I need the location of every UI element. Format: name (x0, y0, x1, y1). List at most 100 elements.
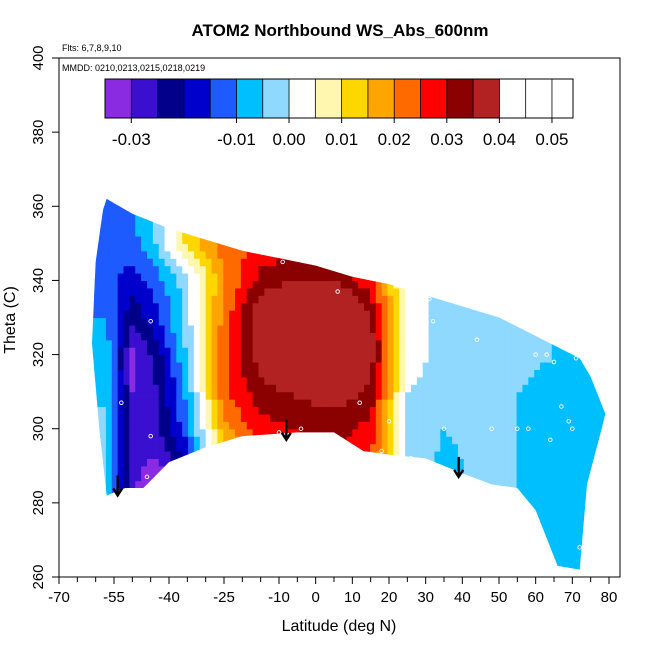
field-cell (246, 280, 254, 289)
field-cell (528, 570, 534, 578)
field-cell (158, 480, 166, 489)
field-cell (229, 539, 236, 548)
field-cell (281, 443, 289, 452)
field-cell (299, 421, 306, 430)
field-cell (247, 570, 253, 578)
field-cell (563, 510, 570, 519)
field-cell (475, 280, 482, 289)
field-cell (100, 547, 107, 556)
field-cell (334, 198, 342, 207)
field-cell (528, 495, 535, 504)
field-cell (557, 273, 565, 282)
field-cell (135, 317, 142, 326)
field-cell (346, 243, 353, 252)
field-cell (369, 458, 377, 467)
field-cell (428, 302, 436, 311)
field-cell (469, 243, 477, 252)
field-cell (381, 287, 389, 296)
field-cell (276, 206, 283, 215)
field-cell (493, 258, 500, 267)
field-cell (481, 510, 488, 519)
field-cell (164, 287, 172, 296)
field-cell (135, 273, 142, 282)
field-cell (399, 376, 406, 385)
field-cell (610, 355, 616, 363)
field-cell (152, 310, 160, 319)
field-cell (123, 413, 130, 422)
field-cell (393, 413, 400, 422)
field-cell (581, 347, 588, 356)
field-cell (493, 184, 499, 192)
field-cell (92, 458, 95, 467)
field-cell (252, 369, 260, 378)
field-cell (563, 347, 570, 356)
field-cell (129, 324, 136, 333)
field-cell (393, 235, 400, 244)
field-cell (94, 562, 101, 570)
field-cell (129, 510, 136, 519)
field-cell (229, 547, 236, 556)
field-cell (428, 221, 436, 230)
field-cell (475, 532, 482, 541)
field-cell (375, 376, 383, 385)
field-cell (610, 347, 616, 355)
field-cell (223, 317, 230, 326)
field-cell (240, 295, 248, 304)
field-cell (123, 235, 130, 244)
field-cell (434, 391, 441, 400)
field-cell (411, 570, 417, 578)
field-cell (111, 250, 119, 259)
field-cell (598, 376, 606, 385)
field-cell (540, 206, 547, 215)
field-cell (522, 502, 529, 511)
field-cell (270, 547, 277, 556)
field-cell (117, 206, 125, 215)
field-cell (105, 354, 113, 363)
field-cell (323, 384, 330, 393)
field-cell (428, 436, 436, 445)
field-cell (328, 206, 336, 215)
field-cell (141, 265, 148, 274)
field-cell (252, 436, 260, 445)
field-cell (176, 198, 183, 200)
field-cell (428, 399, 436, 408)
field-cell (305, 458, 312, 467)
field-cell (569, 376, 576, 385)
field-cell (510, 324, 518, 333)
field-cell (299, 206, 306, 215)
field-cell (135, 554, 142, 563)
field-cell (581, 458, 588, 467)
field-cell (516, 465, 524, 474)
field-cell (352, 428, 359, 437)
field-cell (587, 488, 594, 497)
field-cell (587, 554, 594, 563)
field-cell (258, 213, 265, 222)
field-cell (428, 413, 436, 422)
field-cell (152, 562, 160, 570)
field-cell (152, 376, 160, 385)
field-cell (587, 570, 593, 578)
field-cell (387, 280, 394, 289)
field-cell (487, 310, 494, 319)
field-cell (587, 265, 594, 274)
field-cell (246, 310, 254, 319)
field-cell (334, 265, 342, 274)
field-cell (211, 450, 218, 459)
field-cell (317, 554, 324, 563)
field-cell (610, 399, 616, 407)
field-cell (575, 554, 582, 563)
field-cell (293, 198, 301, 200)
field-cell (375, 317, 383, 326)
field-cell (276, 421, 283, 430)
field-cell (252, 354, 260, 363)
field-cell (258, 310, 265, 319)
field-cell (452, 562, 459, 570)
field-cell (334, 258, 342, 267)
field-cell (534, 258, 541, 267)
field-cell (252, 361, 260, 370)
field-cell (94, 384, 101, 393)
x-tick-label: 40 (454, 589, 471, 606)
field-cell (434, 332, 441, 341)
field-cell (387, 206, 394, 215)
field-cell (346, 554, 353, 563)
